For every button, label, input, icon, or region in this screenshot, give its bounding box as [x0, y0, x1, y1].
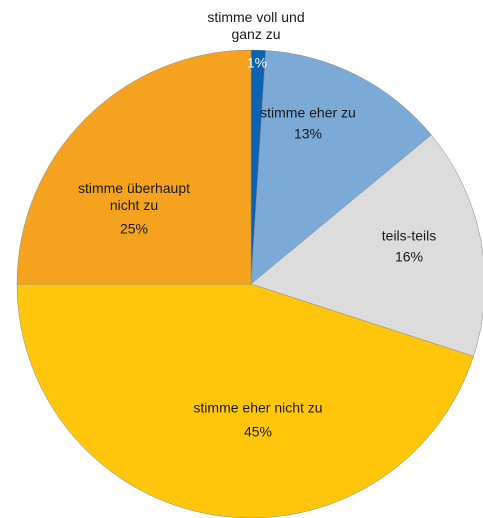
pie-slice: [250, 50, 432, 285]
slice-label: teils-teils: [381, 227, 437, 244]
slice-label: stimme eher zu: [260, 104, 356, 121]
value-label: 45%: [243, 423, 273, 440]
slice-label: stimme überhaupt nicht zu: [77, 180, 191, 213]
pie-slice: [16, 49, 252, 285]
slice-label: stimme eher nicht zu: [193, 399, 323, 416]
value-label: 16%: [394, 248, 424, 265]
value-label: 1%: [246, 54, 268, 71]
value-label: 25%: [119, 220, 149, 237]
value-label: 13%: [293, 125, 323, 142]
pie-slice: [250, 134, 483, 357]
slice-label: stimme voll und ganz zu: [207, 9, 305, 42]
pie-slice: [16, 283, 474, 518]
